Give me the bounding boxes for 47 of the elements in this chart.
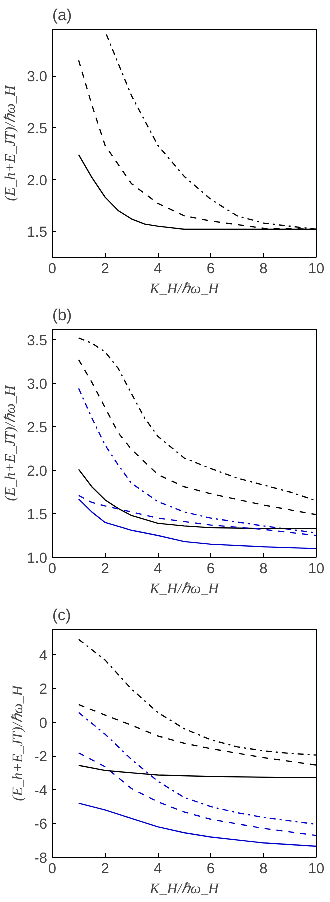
chart-title: (b) bbox=[52, 308, 72, 324]
y-tick-label: 1.5 bbox=[27, 507, 48, 524]
y-tick-label: 2.0 bbox=[27, 173, 48, 190]
y-axis-title: (E_h+E_JT)/ℏω_H bbox=[3, 84, 20, 202]
x-tick-label: 10 bbox=[308, 262, 325, 278]
x-tick-label: 6 bbox=[206, 862, 215, 878]
x-axis-title: K_H/ℏω_H bbox=[148, 882, 220, 898]
x-tick-label: 10 bbox=[308, 562, 325, 578]
y-tick-label: 2.0 bbox=[27, 464, 48, 480]
y-tick-label: -6 bbox=[34, 817, 48, 834]
y-tick-label: 1.0 bbox=[27, 551, 48, 567]
x-tick-label: 4 bbox=[154, 562, 162, 578]
y-axis-title: (E_h+E_JT)/ℏω_H bbox=[10, 684, 26, 802]
x-axis-title: K_H/ℏω_H bbox=[148, 282, 220, 298]
x-tick-label: 8 bbox=[260, 562, 268, 578]
y-tick-label: -8 bbox=[34, 851, 48, 867]
y-axis-title: (E_h+E_JT)/ℏω_H bbox=[3, 384, 20, 502]
y-tick-label: -2 bbox=[34, 750, 48, 766]
line-series bbox=[78, 712, 316, 826]
x-tick-label: 8 bbox=[260, 262, 268, 278]
y-tick-label: 0 bbox=[39, 716, 48, 732]
x-tick-label: 4 bbox=[154, 862, 162, 878]
line-series bbox=[78, 752, 316, 836]
y-tick-label: 1.5 bbox=[27, 225, 48, 242]
x-axis-title: K_H/ℏω_H bbox=[148, 582, 220, 598]
x-tick-label: 6 bbox=[206, 562, 215, 578]
y-tick-label: 3.5 bbox=[27, 333, 48, 350]
chart-title: (a) bbox=[52, 8, 72, 24]
y-tick-label: 4 bbox=[39, 648, 48, 664]
line-series bbox=[78, 802, 316, 848]
x-tick-label: 2 bbox=[101, 262, 110, 278]
x-tick-label: 2 bbox=[101, 862, 110, 878]
x-tick-label: 6 bbox=[206, 262, 215, 278]
x-tick-label: 8 bbox=[260, 862, 268, 878]
x-tick-label: 10 bbox=[308, 862, 325, 878]
x-tick-label: 4 bbox=[154, 262, 162, 278]
y-tick-label: 3.0 bbox=[27, 70, 48, 86]
chart-title: (c) bbox=[52, 608, 72, 624]
y-tick-label: -4 bbox=[34, 783, 48, 800]
line-series bbox=[78, 388, 316, 534]
y-tick-label: 2.5 bbox=[27, 121, 48, 138]
y-tick-label: 2 bbox=[39, 682, 48, 698]
line-series bbox=[78, 498, 316, 550]
y-tick-label: 3.0 bbox=[27, 376, 48, 393]
line-series bbox=[78, 338, 316, 502]
y-tick-label: 2.5 bbox=[27, 420, 48, 436]
x-tick-label: 2 bbox=[101, 562, 110, 578]
